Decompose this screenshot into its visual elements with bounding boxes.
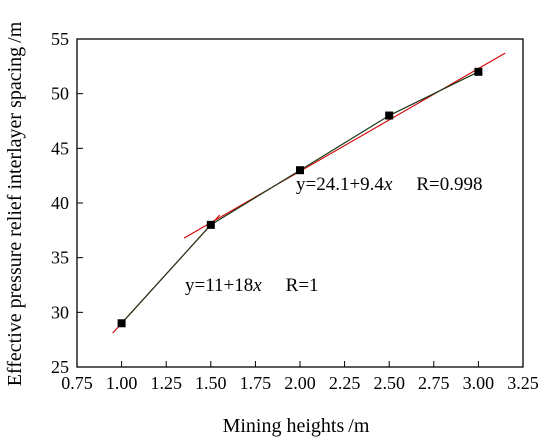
plot-frame <box>76 38 524 368</box>
x-tick-label: 3.25 <box>507 373 539 393</box>
equation-fit-2: y=24.1+9.4x R=0.998 <box>296 174 483 195</box>
y-axis-ticks: 25 30 35 40 45 50 55 <box>51 29 83 377</box>
eq1-var: x <box>252 275 262 296</box>
data-point <box>474 67 483 76</box>
y-axis-label: Effective pressure relief interlayer spa… <box>4 21 26 386</box>
y-tick-label: 55 <box>51 29 69 49</box>
x-tick-label: 0.75 <box>61 373 93 393</box>
x-tick-label: 2.00 <box>284 373 316 393</box>
plot-border <box>76 38 524 368</box>
y-tick-label: 30 <box>51 302 69 322</box>
data-point <box>206 220 215 229</box>
equation-fit-1: y=11+18x R=1 <box>185 275 319 296</box>
x-axis-ticks: 0.75 1.00 1.25 1.50 1.75 2.00 2.25 2.50 2.75 3.00… <box>61 361 539 393</box>
eq2-r: R=0.998 <box>416 174 482 195</box>
x-tick-label: 2.75 <box>418 373 450 393</box>
y-tick-label: 25 <box>51 357 69 377</box>
eq2-prefix: y=24.1+9.4 <box>296 174 384 195</box>
y-tick-label: 45 <box>51 138 69 158</box>
y-tick-label: 50 <box>51 84 69 104</box>
data-point <box>296 166 304 175</box>
y-tick-label: 40 <box>51 193 69 213</box>
eq2-var: x <box>383 174 393 195</box>
eq1-r: R=1 <box>286 275 319 296</box>
x-tick-label: 2.25 <box>329 373 361 393</box>
fit-line-2 <box>183 52 506 239</box>
x-tick-label: 1.50 <box>195 373 227 393</box>
x-tick-label: 3.00 <box>463 373 495 393</box>
eq1-prefix: y=11+18 <box>185 275 253 296</box>
x-tick-label: 1.75 <box>240 373 272 393</box>
data-point <box>385 111 394 120</box>
x-axis-label: Mining heights /m <box>223 415 370 437</box>
data-point <box>117 319 126 328</box>
data-points <box>117 67 483 328</box>
y-tick-label: 35 <box>51 248 69 268</box>
x-tick-label: 2.50 <box>373 373 405 393</box>
x-tick-label: 1.00 <box>106 373 138 393</box>
x-tick-label: 1.25 <box>150 373 182 393</box>
